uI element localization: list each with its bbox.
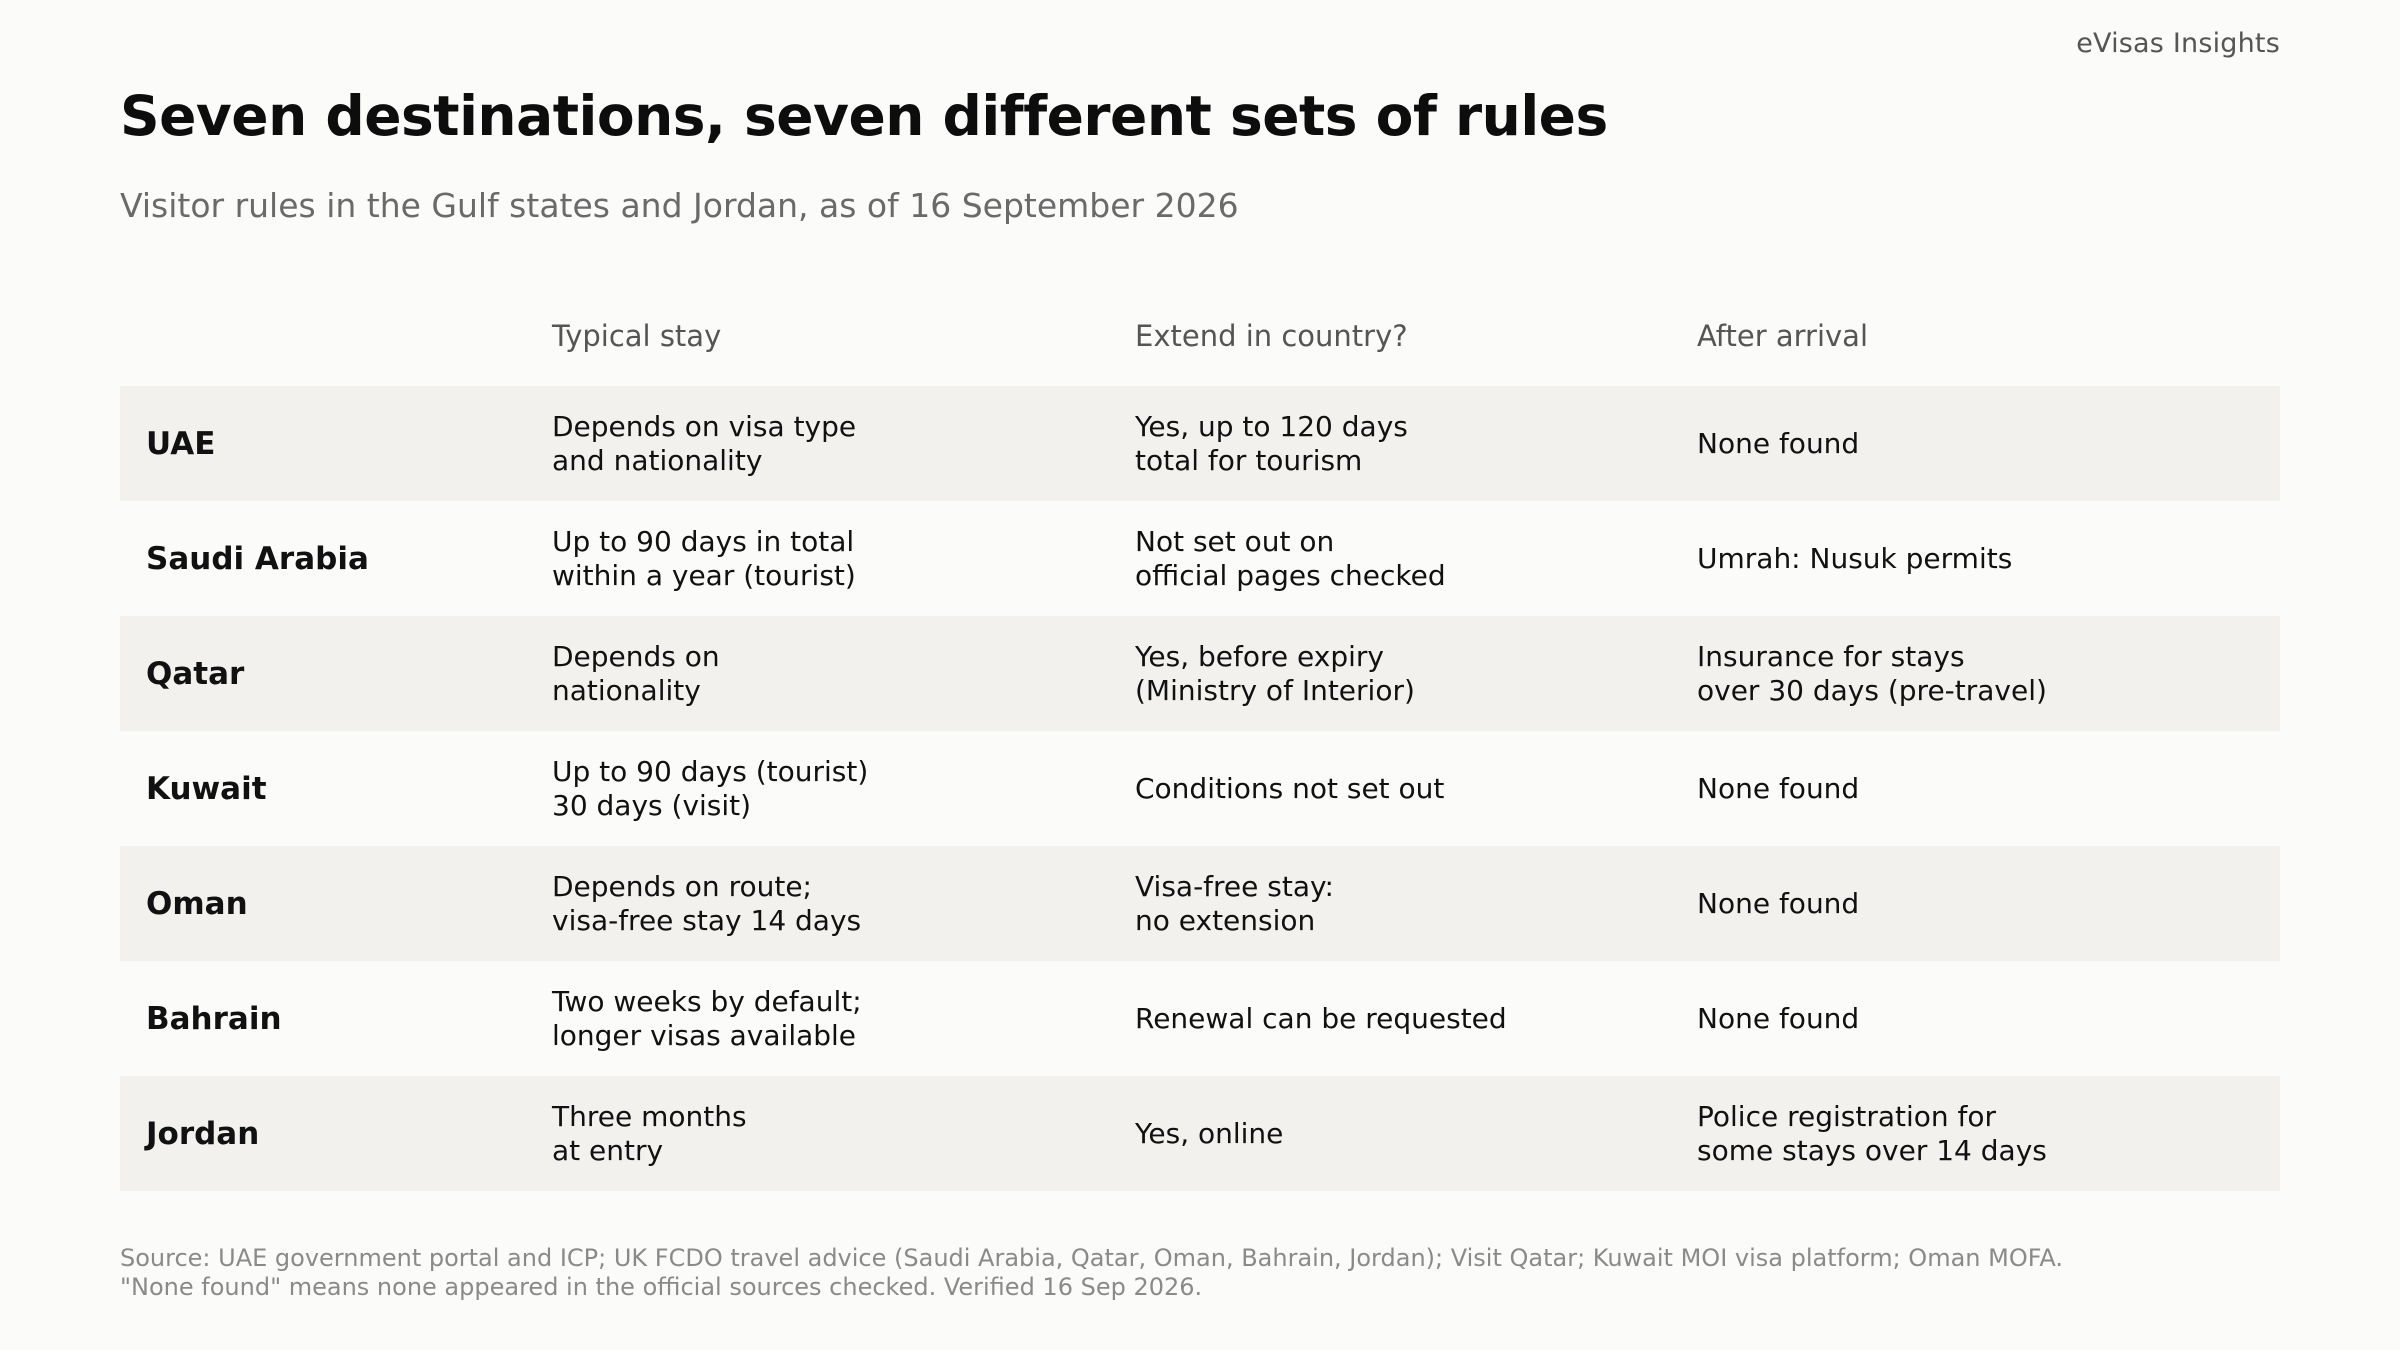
page-subtitle: Visitor rules in the Gulf states and Jor… — [120, 186, 1239, 225]
stay-cell: Two weeks by default; longer visas avail… — [552, 984, 862, 1052]
source-note: Source: UAE government portal and ICP; U… — [120, 1244, 2280, 1302]
country-cell: Jordan — [146, 1115, 260, 1152]
country-cell: Bahrain — [146, 1000, 282, 1037]
rules-table: Typical stay Extend in country? After ar… — [120, 286, 2280, 1191]
table-row: UAE Depends on visa type and nationality… — [120, 386, 2280, 501]
page-title: Seven destinations, seven different sets… — [120, 84, 1608, 148]
extend-cell: Yes, online — [1135, 1116, 1284, 1150]
header-extend-in-country: Extend in country? — [1135, 319, 1408, 353]
after-arrival-cell: None found — [1697, 771, 1860, 805]
after-arrival-cell: None found — [1697, 1001, 1860, 1035]
country-cell: UAE — [146, 425, 216, 462]
table-row: Saudi Arabia Up to 90 days in total with… — [120, 501, 2280, 616]
after-arrival-cell: Umrah: Nusuk permits — [1697, 541, 2013, 575]
source-disclaimer-line: "None found" means none appeared in the … — [120, 1273, 1203, 1301]
stay-cell: Depends on route; visa-free stay 14 days — [552, 869, 862, 937]
stay-cell: Up to 90 days (tourist) 30 days (visit) — [552, 754, 869, 822]
table-row: Oman Depends on route; visa-free stay 14… — [120, 846, 2280, 961]
stay-cell: Three months at entry — [552, 1099, 747, 1167]
table-row: Qatar Depends on nationality Yes, before… — [120, 616, 2280, 731]
after-arrival-cell: Police registration for some stays over … — [1697, 1099, 2047, 1167]
extend-cell: Renewal can be requested — [1135, 1001, 1507, 1035]
country-cell: Kuwait — [146, 770, 267, 807]
table-header-row: Typical stay Extend in country? After ar… — [120, 286, 2280, 386]
brand-label: eVisas Insights — [2076, 28, 2280, 59]
stay-cell: Depends on visa type and nationality — [552, 409, 857, 477]
after-arrival-cell: None found — [1697, 426, 1860, 460]
country-cell: Saudi Arabia — [146, 540, 369, 577]
extend-cell: Visa-free stay: no extension — [1135, 869, 1334, 937]
extend-cell: Yes, up to 120 days total for tourism — [1135, 409, 1408, 477]
table-row: Bahrain Two weeks by default; longer vis… — [120, 961, 2280, 1076]
stay-cell: Depends on nationality — [552, 639, 720, 707]
extend-cell: Yes, before expiry (Ministry of Interior… — [1135, 639, 1415, 707]
header-after-arrival: After arrival — [1697, 319, 1869, 353]
country-cell: Qatar — [146, 655, 245, 692]
extend-cell: Conditions not set out — [1135, 771, 1445, 805]
table-row: Kuwait Up to 90 days (tourist) 30 days (… — [120, 731, 2280, 846]
header-typical-stay: Typical stay — [552, 319, 722, 353]
after-arrival-cell: Insurance for stays over 30 days (pre-tr… — [1697, 639, 2047, 707]
table-row: Jordan Three months at entry Yes, online… — [120, 1076, 2280, 1191]
country-cell: Oman — [146, 885, 248, 922]
extend-cell: Not set out on official pages checked — [1135, 524, 1446, 592]
after-arrival-cell: None found — [1697, 886, 1860, 920]
stay-cell: Up to 90 days in total within a year (to… — [552, 524, 856, 592]
source-line: Source: UAE government portal and ICP; U… — [120, 1244, 2063, 1272]
